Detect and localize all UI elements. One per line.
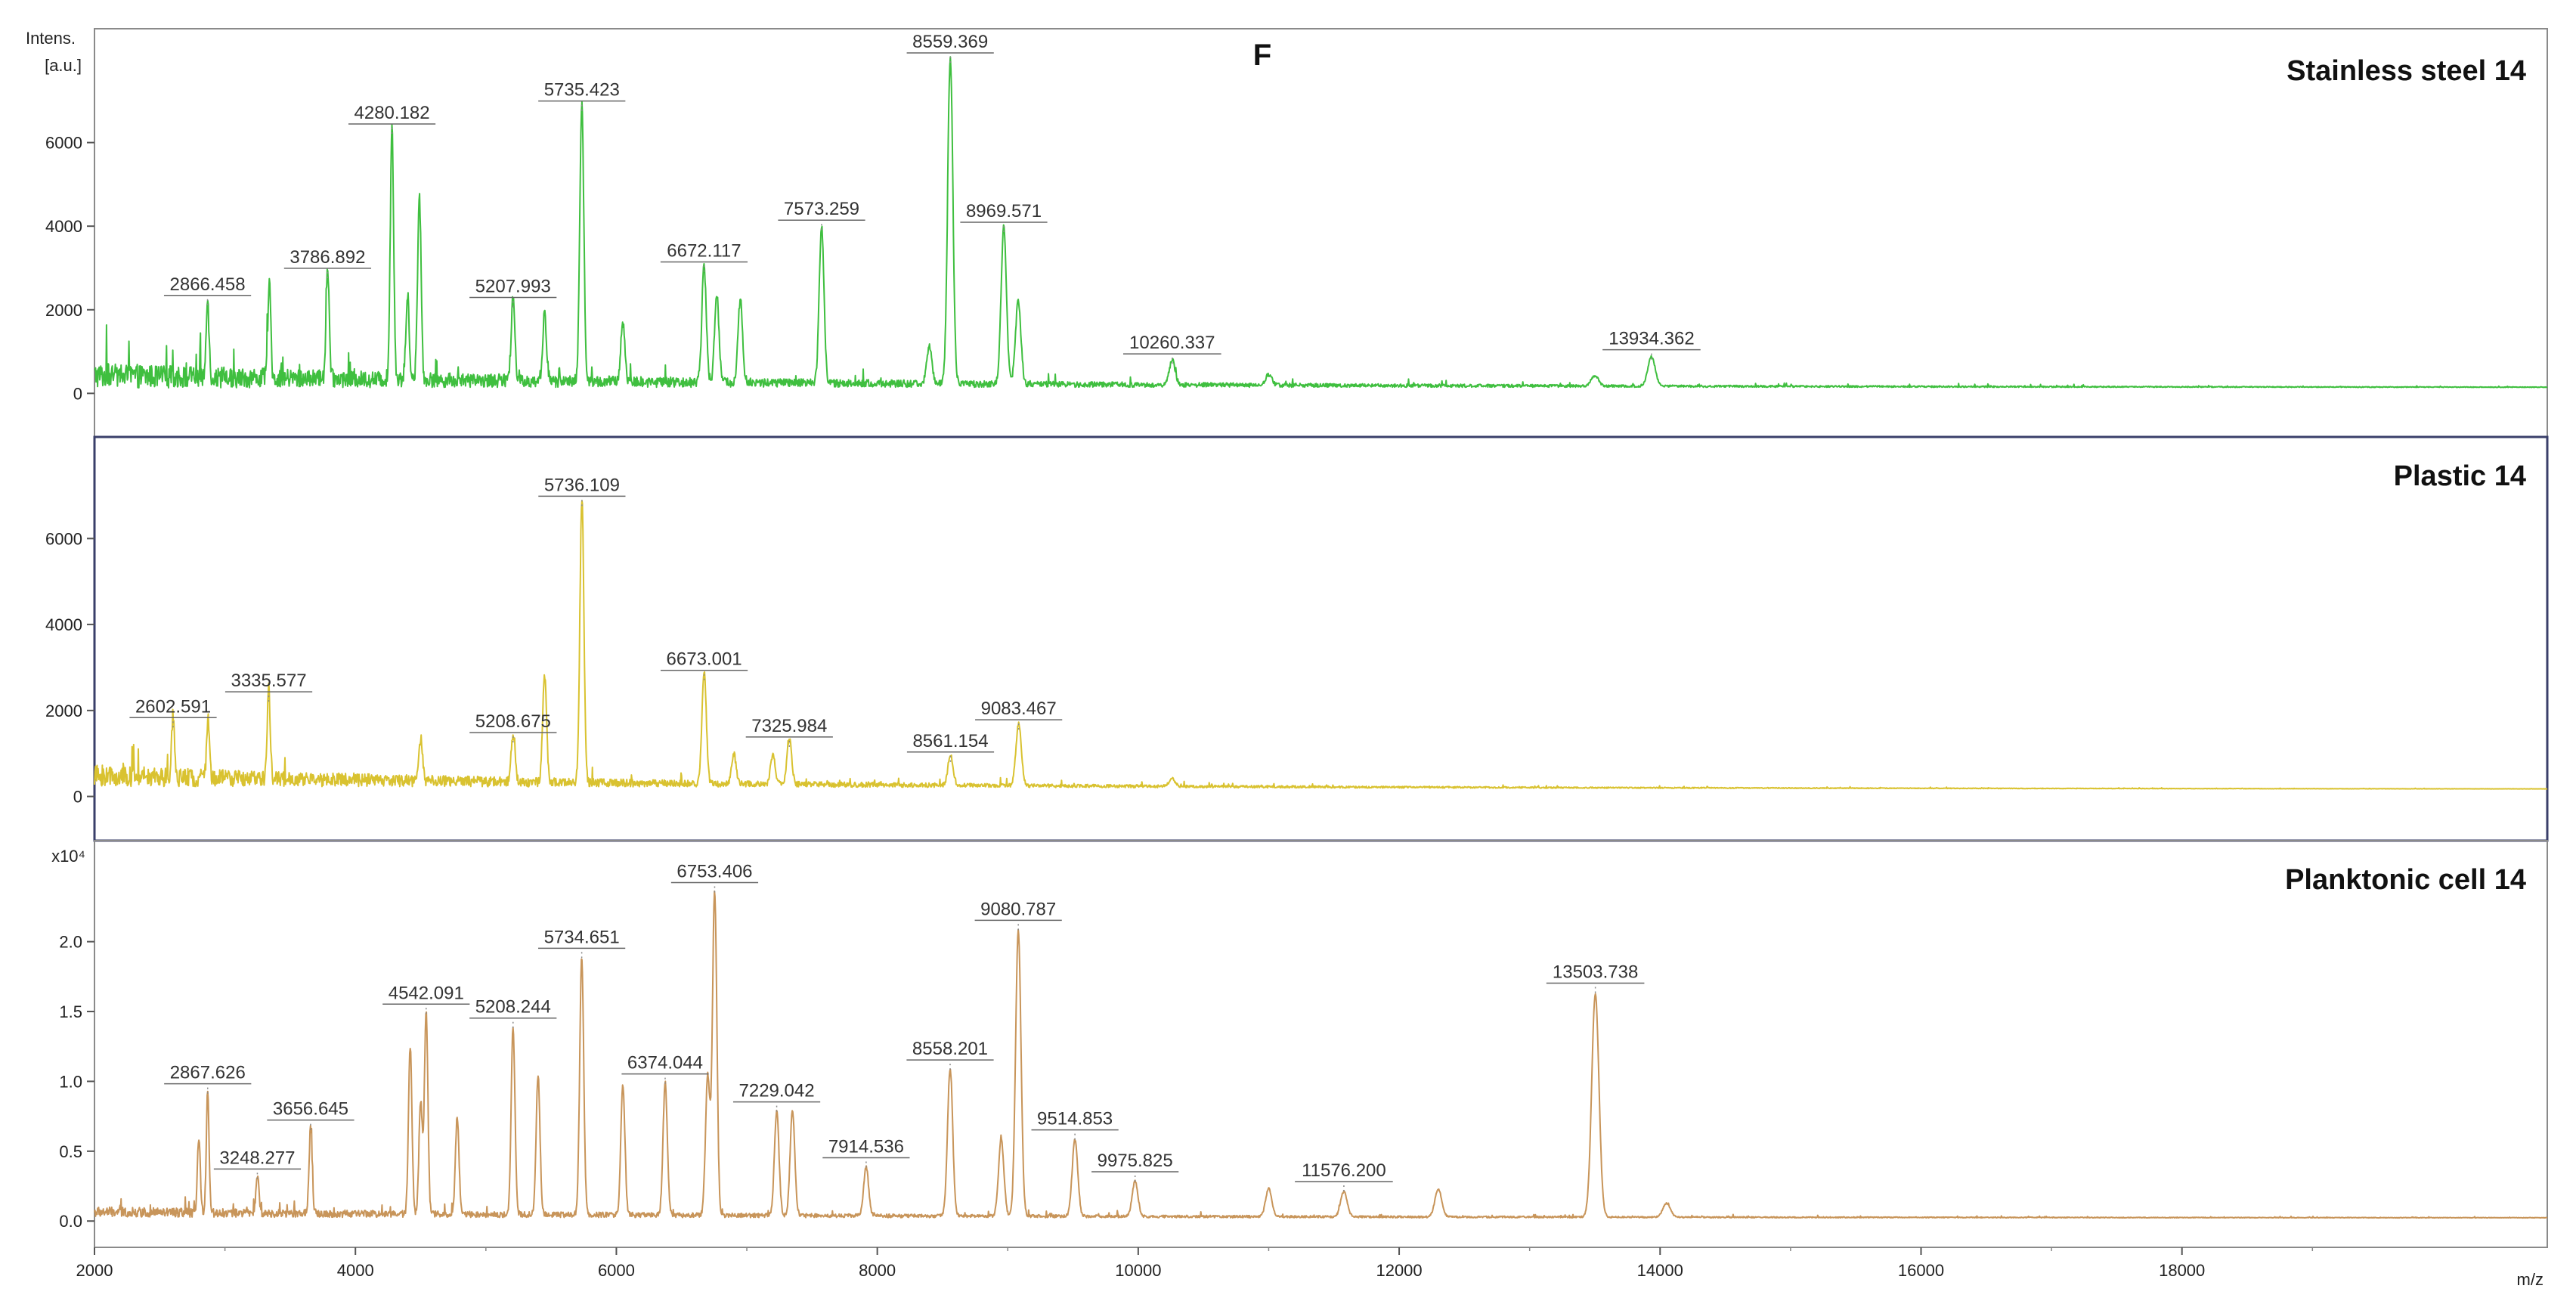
peak-label: 6753.406: [677, 862, 752, 882]
x-tick-label: 8000: [859, 1261, 896, 1280]
x-tick-label: 4000: [337, 1261, 374, 1280]
peak-label: 3786.892: [289, 247, 365, 268]
peak-label: 7573.259: [784, 199, 859, 219]
panel-title: Planktonic cell 14: [2285, 864, 2526, 896]
peak-label: 11576.200: [1302, 1160, 1386, 1181]
peak-label: 13503.738: [1553, 962, 1638, 983]
peak-label: 8558.201: [912, 1039, 988, 1059]
y-multiplier-label: x10⁴: [51, 847, 85, 866]
y-axis-label-line1: Intens.: [26, 29, 76, 48]
peak-label: 2866.458: [170, 274, 246, 295]
peak-label: 6374.044: [627, 1053, 703, 1073]
y-tick-label: 0.5: [59, 1142, 82, 1161]
spectrum-panel: 0 2000 4000 6000 Stainless steel 14 2866.458 3…: [45, 28, 2548, 438]
peak-label: 4542.091: [389, 983, 464, 1003]
y-tick-label: 2000: [45, 301, 82, 320]
y-tick-label: 1.5: [59, 1002, 82, 1021]
spectrum-trace: [94, 500, 2548, 790]
peak-label: 5735.423: [544, 80, 620, 101]
peak-label: 8561.154: [912, 731, 988, 751]
spectrum-trace: [94, 56, 2548, 389]
y-axis-label-line2: [a.u.]: [45, 56, 82, 75]
x-tick-label: 18000: [2159, 1261, 2205, 1280]
spectrum-panel: 0.0 0.5 1.0 1.5 2.0 x10⁴ Planktonic cell 14 286…: [51, 840, 2548, 1248]
peak-label: 2867.626: [170, 1063, 246, 1083]
x-axis-label: m/z: [2517, 1270, 2543, 1289]
peak-label: 5207.993: [475, 277, 551, 297]
x-tick-label: 10000: [1115, 1261, 1161, 1280]
x-axis: 2000 4000 6000 8000 10000 12000 14000 16000 1800…: [76, 1247, 2314, 1280]
y-tick-label: 6000: [45, 529, 82, 548]
peak-label: 5208.244: [475, 997, 551, 1018]
peak-label: 5736.109: [544, 475, 620, 495]
x-tick-label: 16000: [1898, 1261, 1944, 1280]
peak-label: 9975.825: [1098, 1151, 1173, 1171]
peak-label: 3248.277: [219, 1148, 295, 1168]
peak-label: 7325.984: [751, 716, 827, 736]
peak-label: 7229.042: [739, 1081, 815, 1101]
y-tick-label: 0: [73, 384, 82, 403]
peak-label: 6673.001: [667, 649, 742, 670]
peak-label: 8969.571: [966, 201, 1042, 221]
y-tick-label: 2000: [45, 702, 82, 720]
panel-frame: [94, 840, 2548, 1248]
y-tick-label: 2.0: [59, 933, 82, 952]
peak-label: 3335.577: [231, 671, 306, 691]
x-tick-label: 14000: [1637, 1261, 1683, 1280]
peak-label: 9514.853: [1037, 1109, 1113, 1129]
figure-letter: F: [1253, 39, 1271, 72]
peak-label: 13934.362: [1608, 329, 1694, 349]
x-tick-label: 6000: [598, 1261, 635, 1280]
peak-label: 10260.337: [1129, 333, 1215, 353]
y-tick-label: 1.0: [59, 1072, 82, 1091]
peak-label: 3656.645: [273, 1099, 348, 1120]
peak-label: 6672.117: [667, 241, 741, 262]
peak-label: 9080.787: [980, 899, 1056, 919]
peak-label: 2602.591: [135, 696, 211, 717]
x-tick-label: 2000: [76, 1261, 113, 1280]
panels-group: 0 2000 4000 6000 Stainless steel 14 2866.458 3…: [45, 28, 2549, 1248]
y-tick-label: 0: [73, 788, 82, 807]
peak-label: 8559.369: [912, 32, 988, 52]
y-tick-label: 4000: [45, 615, 82, 634]
y-tick-label: 4000: [45, 217, 82, 236]
panel-title: Stainless steel 14: [2287, 55, 2526, 87]
y-tick-label: 0.0: [59, 1212, 82, 1231]
peak-label: 9083.467: [981, 699, 1057, 719]
peak-label: 4280.182: [355, 103, 430, 123]
peak-label: 7914.536: [828, 1137, 904, 1157]
spectrum-trace: [94, 890, 2548, 1219]
y-tick-label: 6000: [45, 134, 82, 153]
x-tick-label: 12000: [1376, 1261, 1422, 1280]
peak-label: 5734.651: [544, 927, 620, 947]
panel-title: Plastic 14: [2394, 460, 2526, 492]
peak-label: 5208.675: [475, 711, 551, 732]
spectrum-panel: 0 2000 4000 6000 Plastic 14 2602.591 3335.577 5…: [45, 435, 2549, 842]
